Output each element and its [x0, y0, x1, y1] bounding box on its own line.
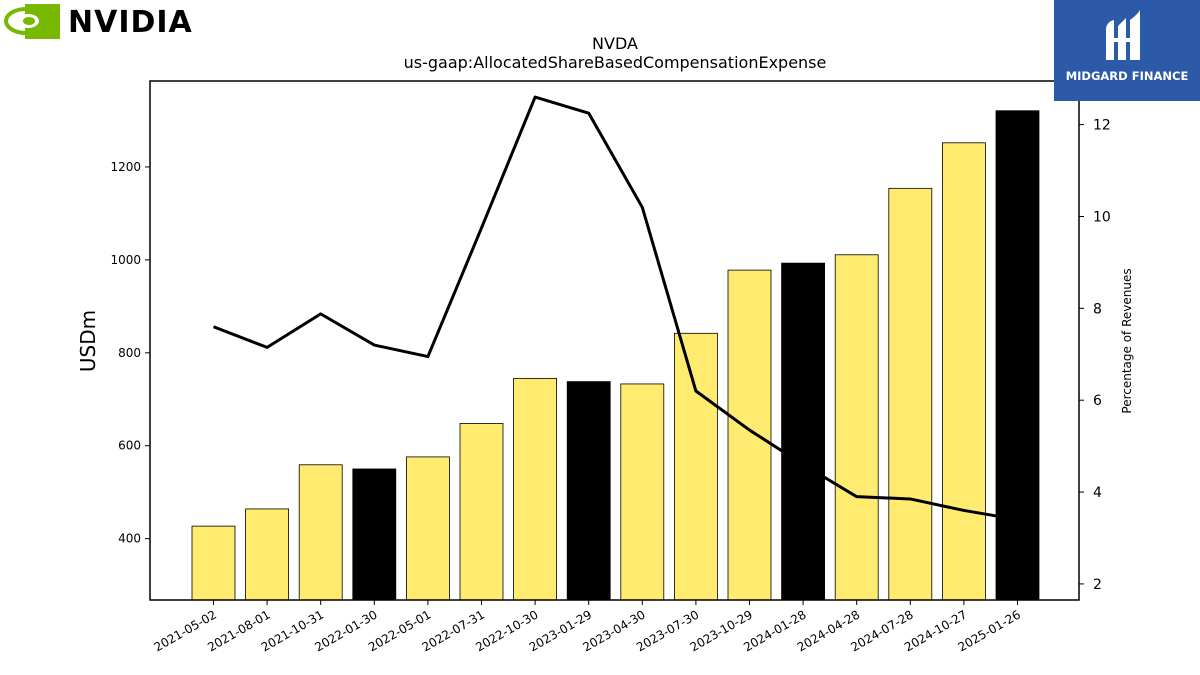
y-tick-label: 400 [118, 532, 141, 546]
y-tick-label: 600 [118, 439, 141, 453]
bar-2022-07-31 [459, 423, 504, 601]
y2-tick-label: 12 [1093, 118, 1111, 134]
nvidia-eye-icon [4, 4, 60, 39]
bar-series [191, 110, 1040, 601]
midgard-logo-icon [1106, 10, 1140, 60]
y2-tick-label: 10 [1093, 209, 1111, 225]
plot-frame [149, 80, 1080, 601]
y2-axis-label: Percentage of Revenues [1120, 268, 1134, 413]
bar-2023-01-29 [566, 381, 611, 601]
bar-2024-10-27 [942, 142, 986, 601]
percentage-line [212, 95, 1018, 522]
y2-tick-label: 8 [1093, 301, 1102, 317]
bar-2025-01-26 [995, 110, 1040, 601]
midgard-wordmark: MIDGARD FINANCE [1065, 69, 1189, 83]
bar-2021-10-31 [298, 464, 343, 601]
chart-subtitle: us-gaap:AllocatedShareBasedCompensationE… [404, 53, 827, 72]
line-series [212, 95, 1018, 522]
bar-2022-10-30 [513, 377, 557, 601]
bar-2024-04-28 [834, 254, 879, 601]
nvidia-wordmark: NVIDIA [68, 5, 193, 40]
bar-2022-01-30 [352, 468, 397, 601]
y-tick-label: 800 [118, 346, 141, 360]
y-tick-label: 1000 [110, 253, 141, 267]
axes [149, 80, 1080, 601]
chart-title: NVDA [592, 34, 638, 53]
bar-2024-07-28 [888, 187, 933, 601]
y2-tick-label: 2 [1093, 577, 1102, 593]
y-tick-label: 1200 [110, 160, 141, 174]
bar-2021-08-01 [245, 508, 290, 601]
y2-tick-label: 4 [1093, 485, 1102, 501]
y2-tick-label: 6 [1093, 393, 1102, 409]
nvidia-logo: NVIDIA [4, 4, 194, 42]
bar-2023-10-29 [727, 269, 772, 601]
bar-2022-05-01 [405, 456, 450, 601]
bar-2023-04-30 [620, 383, 665, 601]
midgard-finance-logo: MIDGARD FINANCE [1054, 0, 1200, 101]
bar-2023-07-30 [674, 332, 718, 601]
bar-2021-05-02 [191, 525, 236, 601]
bar-2024-01-28 [781, 262, 825, 601]
y-axis-label: USDm [76, 310, 100, 372]
